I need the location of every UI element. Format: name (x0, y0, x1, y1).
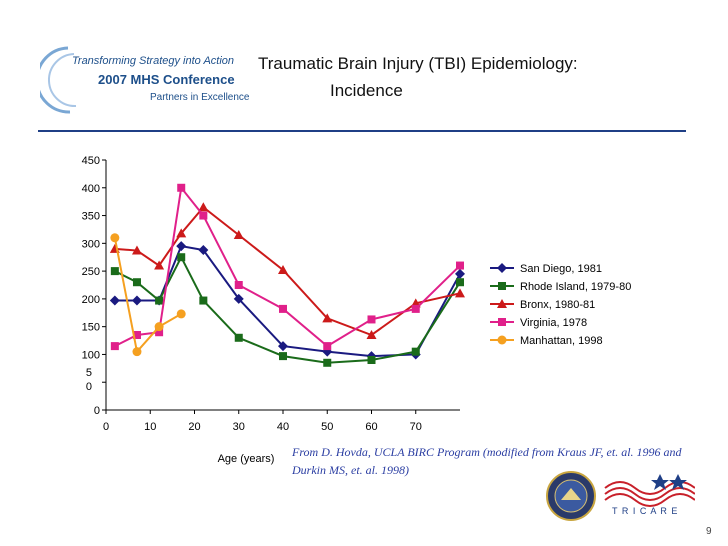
data-point-series-1 (279, 352, 287, 361)
x-tick-label: 70 (410, 421, 422, 433)
data-point-series-0 (109, 295, 120, 306)
data-point-series-0 (131, 295, 142, 306)
conference-logo: Transforming Strategy into Action 2007 M… (40, 40, 260, 120)
y-tick-label: 400 (82, 183, 100, 195)
slide-title-line1: Traumatic Brain Injury (TBI) Epidemiolog… (258, 54, 578, 73)
legend-label: Virginia, 1978 (520, 317, 587, 329)
legend-swatch-marker (497, 335, 507, 345)
logo-tagline: Transforming Strategy into Action (72, 55, 235, 67)
x-tick-label: 20 (188, 421, 200, 433)
data-point-series-2 (366, 330, 377, 339)
y-tick-label: 0 (94, 405, 100, 417)
y-tick-label: 250 (82, 266, 100, 278)
data-point-series-4 (132, 347, 142, 357)
data-point-series-3 (234, 281, 243, 289)
data-point-series-3 (110, 342, 119, 351)
data-point-series-1 (155, 296, 164, 305)
data-point-series-0 (233, 293, 244, 304)
legend-label: Rhode Island, 1979-80 (520, 281, 631, 293)
data-point-series-2 (278, 265, 288, 274)
series-line-2 (114, 205, 461, 337)
logo-subtitle: Partners in Excellence (150, 92, 250, 103)
y-tick-label: 100 (82, 349, 100, 361)
legend-swatch-marker (497, 263, 507, 273)
data-point-series-3 (199, 211, 208, 220)
x-tick-label: 10 (144, 421, 156, 433)
data-point-series-0 (198, 245, 209, 255)
data-point-series-3 (367, 315, 376, 324)
data-point-series-1 (132, 278, 141, 287)
data-point-series-0 (176, 241, 187, 252)
x-tick-label: 40 (277, 421, 289, 433)
data-point-series-3 (132, 331, 141, 339)
data-point-series-1 (234, 333, 243, 342)
slide-title: Traumatic Brain Injury (TBI) Epidemiolog… (258, 50, 658, 104)
data-point-series-3 (177, 183, 186, 192)
y-tick-label: 450 (82, 155, 100, 167)
slide-title-line2: Incidence (330, 81, 403, 100)
y-tick-label: 300 (82, 238, 100, 250)
legend-swatch-marker (497, 299, 507, 308)
data-point-series-2 (198, 202, 209, 212)
legend-swatch-marker (498, 282, 506, 290)
data-point-series-4 (176, 309, 186, 319)
source-citation: From D. Hovda, UCLA BIRC Program (modifi… (292, 445, 682, 477)
y-tick-label: 150 (82, 322, 100, 334)
data-point-series-1 (323, 358, 332, 367)
data-point-series-2 (154, 260, 165, 270)
series-line-0 (114, 244, 461, 358)
page-number: 9 (706, 526, 712, 537)
title-divider (38, 130, 686, 132)
data-point-series-1 (199, 296, 208, 305)
x-tick-label: 60 (365, 421, 377, 433)
data-point-series-3 (155, 328, 164, 337)
legend-label: Bronx, 1980-81 (520, 299, 595, 311)
data-point-series-1 (411, 347, 420, 356)
data-point-series-0 (278, 341, 288, 352)
data-point-series-3 (279, 304, 287, 313)
data-point-series-4 (110, 233, 120, 243)
tricare-wordmark: T R I C A R E (612, 506, 679, 516)
y-tick-label: 200 (82, 294, 100, 306)
data-point-series-0 (455, 268, 465, 279)
legend-label: Manhattan, 1998 (520, 335, 603, 347)
legend-label: San Diego, 1981 (520, 263, 602, 275)
tricare-logo-icon (604, 474, 695, 507)
data-point-series-1 (367, 356, 376, 364)
data-point-series-2 (176, 228, 187, 238)
legend-swatch-marker (498, 318, 506, 326)
data-point-series-3 (411, 304, 420, 313)
data-point-series-2 (455, 288, 465, 298)
x-tick-label: 30 (233, 421, 245, 433)
data-point-series-1 (456, 278, 464, 287)
data-point-series-2 (131, 245, 142, 255)
data-point-series-2 (233, 230, 244, 239)
x-tick-label: 0 (103, 421, 109, 433)
data-point-series-3 (456, 261, 464, 270)
y-tick-label: 350 (82, 211, 100, 223)
logo-swirl-icon (40, 46, 77, 114)
x-tick-label: 50 (321, 421, 333, 433)
data-point-series-2 (322, 313, 333, 323)
data-point-series-1 (110, 267, 119, 276)
series-line-4 (113, 237, 182, 354)
data-point-series-3 (323, 342, 332, 351)
x-axis-label: Age (years) (218, 453, 275, 465)
legend-box (484, 258, 658, 354)
data-point-series-4 (154, 322, 164, 332)
logo-conference-name: 2007 MHS Conference (98, 72, 235, 87)
data-point-series-1 (177, 253, 186, 262)
dod-seal-icon (546, 471, 596, 521)
